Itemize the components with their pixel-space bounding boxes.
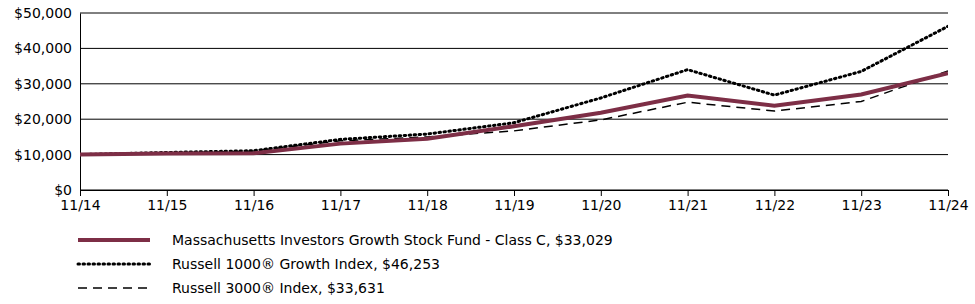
y-axis: $0 $10,000 $20,000 $30,000 $40,000 $50,000 bbox=[14, 5, 80, 198]
x-tick-mark bbox=[948, 190, 949, 196]
x-tick-label: 11/17 bbox=[321, 197, 361, 213]
x-tick: 11/14 bbox=[60, 190, 100, 213]
grid bbox=[80, 13, 948, 190]
y-tick-label: $10,000 bbox=[14, 147, 72, 163]
legend-item: Russell 3000® Index, $33,631 bbox=[78, 280, 385, 296]
x-tick-label: 11/21 bbox=[668, 197, 708, 213]
x-tick-mark bbox=[254, 190, 255, 196]
y-tick-label: $50,000 bbox=[14, 5, 72, 21]
x-tick-label: 11/15 bbox=[147, 197, 187, 213]
x-tick-mark bbox=[688, 190, 689, 196]
legend-item: Russell 1000® Growth Index, $46,253 bbox=[78, 256, 440, 272]
x-tick-mark bbox=[601, 190, 602, 196]
x-tick-mark bbox=[774, 190, 775, 196]
x-tick-mark bbox=[427, 190, 428, 196]
grid-line bbox=[80, 48, 948, 49]
y-tick: $40,000 bbox=[14, 40, 80, 56]
y-tick-label: $30,000 bbox=[14, 76, 72, 92]
x-tick: 11/18 bbox=[408, 190, 448, 213]
series-line bbox=[80, 26, 948, 154]
x-tick-label: 11/24 bbox=[928, 197, 968, 213]
y-tick: $20,000 bbox=[14, 111, 80, 127]
grid-line bbox=[80, 13, 948, 14]
x-tick: 11/16 bbox=[234, 190, 274, 213]
x-tick-label: 11/23 bbox=[842, 197, 882, 213]
y-tick-label: $40,000 bbox=[14, 40, 72, 56]
x-tick-mark bbox=[340, 190, 341, 196]
legend-label: Russell 1000® Growth Index, $46,253 bbox=[172, 256, 440, 272]
x-tick-label: 11/19 bbox=[494, 197, 534, 213]
y-tick: $0 bbox=[54, 182, 80, 198]
x-tick: 11/24 bbox=[928, 190, 968, 213]
x-tick-mark bbox=[167, 190, 168, 196]
legend-swatch bbox=[78, 287, 150, 289]
y-tick-label: $20,000 bbox=[14, 111, 72, 127]
y-tick: $30,000 bbox=[14, 76, 80, 92]
plot: $0 $10,000 $20,000 $30,000 $40,000 $50,000 11/… bbox=[14, 5, 969, 213]
x-tick-mark bbox=[861, 190, 862, 196]
x-tick: 11/15 bbox=[147, 190, 187, 213]
x-tick: 11/22 bbox=[755, 190, 795, 213]
y-tick-label: $0 bbox=[54, 182, 72, 198]
x-tick-label: 11/18 bbox=[408, 197, 448, 213]
legend-label: Russell 3000® Index, $33,631 bbox=[172, 280, 385, 296]
legend-item: Massachusetts Investors Growth Stock Fun… bbox=[78, 232, 613, 248]
x-tick: 11/17 bbox=[321, 190, 361, 213]
lines bbox=[80, 26, 948, 154]
x-tick: 11/21 bbox=[668, 190, 708, 213]
x-tick-label: 11/20 bbox=[581, 197, 621, 213]
legend-swatch bbox=[78, 263, 150, 266]
x-tick: 11/19 bbox=[494, 190, 534, 213]
grid-line bbox=[80, 119, 948, 120]
x-tick-label: 11/22 bbox=[755, 197, 795, 213]
x-tick: 11/20 bbox=[581, 190, 621, 213]
legend-label: Massachusetts Investors Growth Stock Fun… bbox=[172, 232, 613, 248]
chart: $0 $10,000 $20,000 $30,000 $40,000 $50,000 11/… bbox=[0, 0, 975, 304]
y-tick: $50,000 bbox=[14, 5, 80, 21]
x-tick: 11/23 bbox=[842, 190, 882, 213]
x-tick-mark bbox=[80, 190, 81, 196]
legend-swatch bbox=[78, 238, 150, 242]
legend: Massachusetts Investors Growth Stock Fun… bbox=[78, 232, 613, 296]
series-line bbox=[80, 73, 948, 155]
x-tick-label: 11/14 bbox=[60, 197, 100, 213]
y-tick: $10,000 bbox=[14, 147, 80, 163]
x-tick-mark bbox=[514, 190, 515, 196]
x-axis: 11/14 11/15 11/16 11/17 11/18 11/19 11/20 11/21… bbox=[60, 190, 968, 213]
y-axis-line bbox=[80, 14, 81, 191]
x-tick-label: 11/16 bbox=[234, 197, 274, 213]
